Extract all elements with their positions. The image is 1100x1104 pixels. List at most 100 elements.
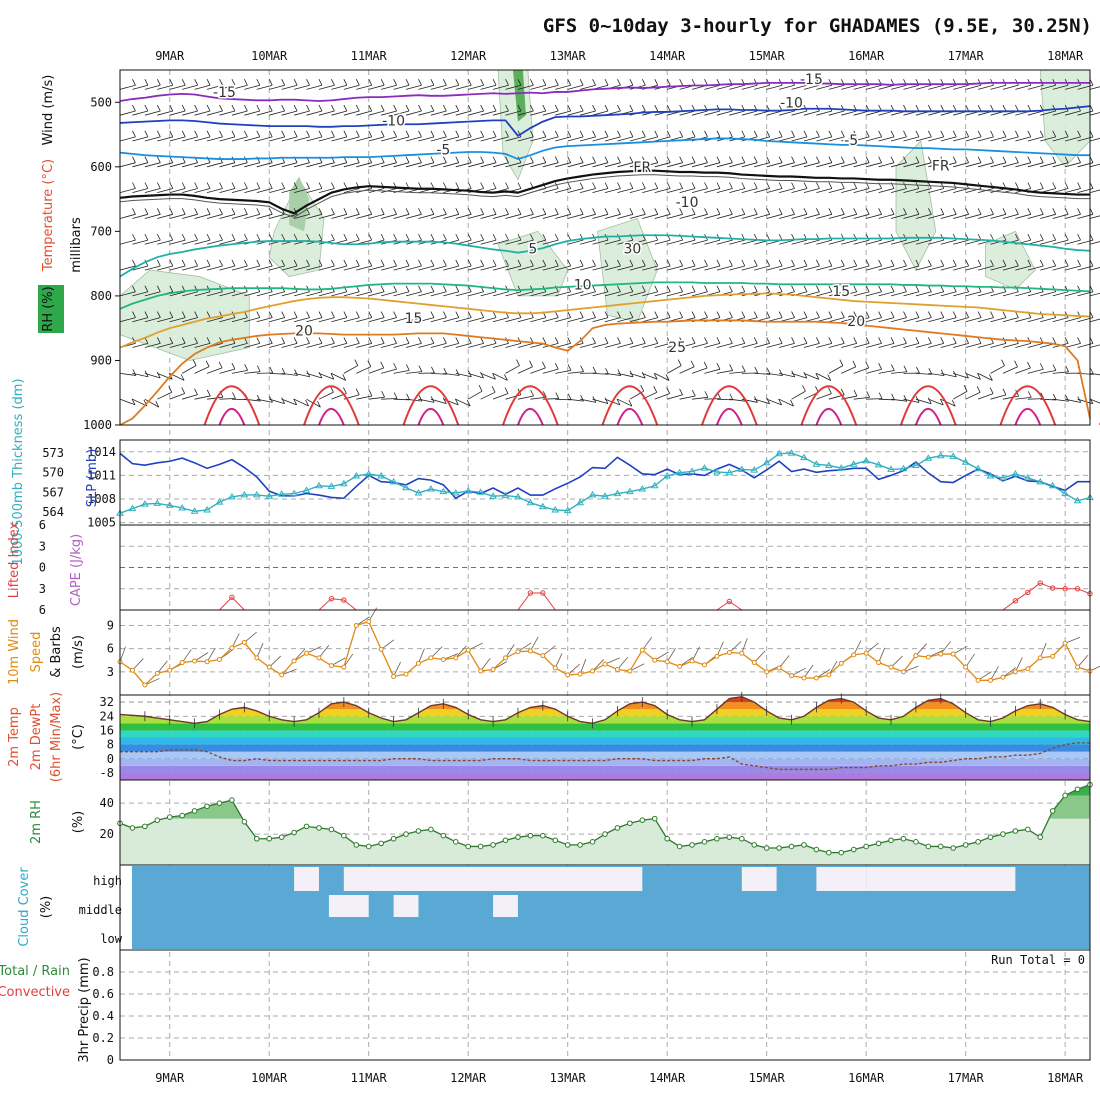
wind10-point — [1013, 670, 1017, 674]
y-tick-label: 600 — [90, 160, 112, 174]
rh2m-point — [453, 840, 458, 845]
wind10-point — [205, 660, 209, 664]
lifted-tick-label: 6 — [39, 603, 46, 617]
rh2m-point — [130, 826, 135, 831]
wind10-point — [193, 659, 197, 663]
wind10-point — [354, 623, 358, 627]
temp-band — [120, 730, 1090, 737]
temp-band — [120, 752, 1090, 759]
cape-axis-label: CAPE (J/kg) — [69, 534, 84, 606]
precip-tick-label: 0.8 — [92, 965, 114, 979]
rh2m-point — [279, 835, 284, 840]
wind10-point — [827, 673, 831, 677]
wind10-point — [989, 678, 993, 682]
wind10-point — [217, 657, 221, 661]
wind10-point — [715, 654, 719, 658]
wind10-point — [392, 674, 396, 678]
rh2m-point — [914, 840, 919, 845]
rh2m-point — [180, 813, 185, 818]
wind10-point — [317, 656, 321, 660]
wind10-point — [404, 672, 408, 676]
date-label-top: 9MAR — [155, 49, 185, 63]
rh2m-point — [254, 836, 259, 841]
rh2m-point — [702, 840, 707, 845]
rh2m-point — [938, 844, 943, 849]
contour-label: -10 — [780, 95, 803, 111]
precip-tick-label: 0.6 — [92, 987, 114, 1001]
date-label-bottom: 15MAR — [749, 1071, 786, 1085]
wind10-point — [230, 646, 234, 650]
cloud-axis-label: Cloud Cover — [17, 867, 32, 947]
precip-run-total: Run Total = 0 — [991, 953, 1085, 967]
date-label-bottom: 10MAR — [251, 1071, 288, 1085]
slp-tick-label: 1005 — [87, 516, 116, 530]
cloud-high-block — [866, 867, 1015, 891]
rh2m-point — [553, 838, 558, 843]
wind10-point — [466, 648, 470, 652]
rh2m-point — [963, 843, 968, 848]
contour-label: 20 — [847, 314, 865, 330]
cloud-middle-block — [493, 895, 518, 917]
wind10-point — [1038, 656, 1042, 660]
rh2m-point — [951, 846, 956, 851]
rh2m-point — [391, 836, 396, 841]
rh2m-point — [628, 821, 633, 826]
speed-axis-label: Speed — [29, 632, 44, 673]
minmax-axis-label: (6hr Min/Max) — [49, 692, 64, 782]
contour-label: 15 — [405, 311, 423, 327]
precip-tick-label: 0.4 — [92, 1009, 114, 1023]
wind10-point — [926, 655, 930, 659]
thickness-tick-label: 564 — [42, 505, 64, 519]
rh2m-point — [1026, 827, 1031, 832]
y-tick-label: 800 — [90, 289, 112, 303]
wind10-point — [329, 664, 333, 668]
precip-tick-label: 0.2 — [92, 1031, 114, 1045]
rh2m-point — [292, 830, 297, 835]
wind10-point — [516, 650, 520, 654]
date-label-bottom: 16MAR — [848, 1071, 885, 1085]
date-label-top: 15MAR — [749, 49, 786, 63]
barbs-axis-label: & Barbs — [49, 626, 64, 678]
wind10-point — [665, 660, 669, 664]
wind10-point — [454, 656, 458, 660]
date-label-top: 10MAR — [251, 49, 288, 63]
wind10-point — [901, 670, 905, 674]
wind10-point — [690, 659, 694, 663]
wind-tick-label: 6 — [107, 642, 114, 656]
rh2m-point — [304, 824, 309, 829]
wind10-point — [305, 651, 309, 655]
wind10-point — [292, 659, 296, 663]
wind10-point — [578, 672, 582, 676]
temp-band — [120, 723, 1090, 730]
contour-label: -5 — [436, 143, 450, 159]
contour-label: 15 — [832, 284, 850, 300]
date-label-top: 17MAR — [948, 49, 985, 63]
rh2m-point — [640, 818, 645, 823]
wind10-point — [168, 668, 172, 672]
cloud-high-block — [344, 867, 642, 891]
wind10-point — [267, 665, 271, 669]
rh2m-point — [491, 843, 496, 848]
rh2m-point — [329, 827, 334, 832]
rh2m-point — [1038, 835, 1043, 840]
wind10-point — [367, 620, 371, 624]
rh2m-point — [541, 833, 546, 838]
rh2m-point — [466, 844, 471, 849]
temp-tick-label: 24 — [100, 709, 114, 723]
rh2m-point — [789, 844, 794, 849]
cloud-high-block — [742, 867, 777, 891]
contour-label: FR — [932, 159, 950, 175]
contour-label: -10 — [676, 195, 699, 211]
rh2m-point — [876, 841, 881, 846]
rh2m-point — [827, 850, 832, 855]
rh2m-point — [1063, 793, 1068, 798]
date-label-top: 16MAR — [848, 49, 885, 63]
wind10-point — [640, 648, 644, 652]
wind10-point — [1026, 667, 1030, 671]
wind10-point — [416, 661, 420, 665]
cloud-high-block — [816, 867, 866, 891]
wind10-point — [877, 661, 881, 665]
cloud-middle-block — [394, 895, 419, 917]
rh2m-point — [404, 832, 409, 837]
